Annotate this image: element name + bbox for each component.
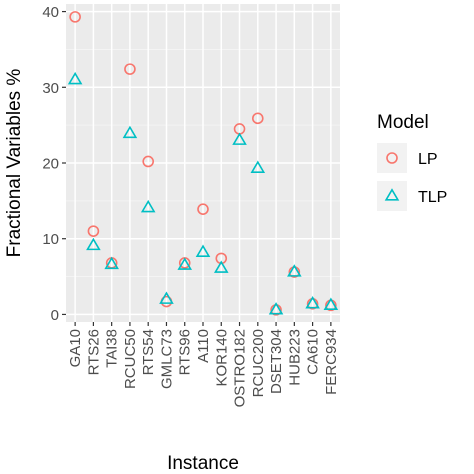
legend: Model LP TLP: [377, 112, 447, 211]
legend-key: [377, 143, 407, 173]
point-tlp: [287, 264, 302, 277]
point-tlp: [159, 291, 174, 304]
point-tlp: [195, 244, 211, 257]
legend-key: [377, 181, 407, 211]
x-tick-label: RTS96: [177, 329, 194, 375]
x-tick-label: RTS54: [140, 329, 157, 375]
point-lp: [124, 63, 136, 75]
point-tlp: [305, 296, 320, 309]
point-lp: [197, 203, 209, 215]
x-tick-label: DSET304: [268, 329, 285, 394]
y-tick-label: 40: [42, 4, 59, 21]
point-tlp: [232, 132, 247, 145]
x-tick-label: KOR140: [213, 329, 230, 387]
point-lp: [142, 155, 154, 168]
x-tick-label: CA610: [305, 329, 322, 375]
point-lp: [251, 112, 264, 125]
legend-title: Model: [377, 112, 429, 133]
legend-label: LP: [418, 151, 438, 168]
y-tick-label: 0: [51, 307, 59, 324]
point-tlp: [86, 237, 101, 251]
point-tlp: [177, 257, 193, 270]
legend-item-lp: LP: [377, 143, 438, 173]
point-tlp: [213, 260, 229, 273]
point-lp: [87, 225, 100, 237]
legend-item-tlp: TLP: [377, 181, 447, 211]
x-tick-label: HUB223: [286, 329, 303, 386]
series-tlp: [67, 71, 339, 315]
point-tlp: [323, 297, 339, 310]
y-tick-label: 20: [42, 156, 59, 173]
point-tlp: [104, 256, 119, 270]
grid-lines: [66, 4, 340, 322]
point-lp: [69, 11, 81, 23]
point-tlp: [67, 71, 83, 85]
x-tick-label: TAI38: [104, 329, 121, 368]
x-tick-label: A110: [195, 329, 212, 363]
legend-marker-lp: [386, 152, 398, 164]
x-tick-label: RCUC50: [122, 329, 139, 389]
x-tick-label: OSTRO182: [232, 329, 249, 407]
x-tick-label: GA10: [67, 329, 84, 367]
point-tlp: [250, 160, 266, 173]
y-tick-label: 30: [42, 80, 59, 97]
x-axis-title: Instance: [167, 453, 239, 474]
y-axis: 0 10 20 30 40: [42, 4, 66, 324]
x-axis: GA10 RTS26 TAI38 RCUC50 RTS54 GMLC73 RTS96 A110…: [67, 322, 340, 407]
point-tlp: [140, 199, 156, 213]
x-tick-label: FERC934: [323, 329, 340, 395]
legend-marker-tlp: [384, 188, 400, 201]
y-axis-title: Fractional Variables %: [4, 69, 25, 258]
point-tlp: [122, 125, 138, 139]
point-tlp: [268, 302, 284, 315]
x-tick-label: GMLC73: [158, 329, 175, 389]
data-points: [67, 11, 339, 316]
x-tick-label: RTS26: [85, 329, 102, 375]
legend-label: TLP: [418, 189, 447, 206]
y-tick-label: 10: [42, 231, 59, 248]
x-tick-label: RCUC200: [250, 329, 267, 397]
